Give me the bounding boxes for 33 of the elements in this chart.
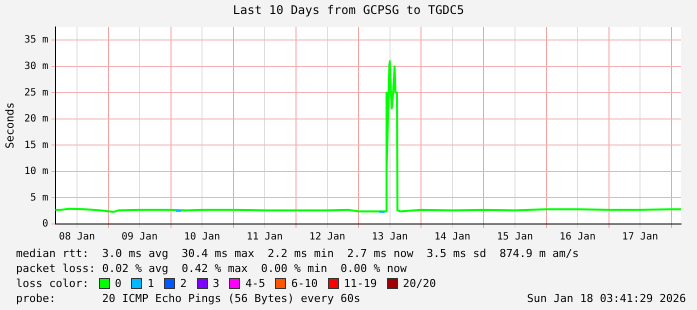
- text: Sun Jan 18 03:41:29 2026: [527, 291, 686, 306]
- text: probe: 20 ICMP Echo Pings (56 Bytes) every 60s: [16, 291, 360, 306]
- y-tick-label: 5 m: [30, 192, 48, 204]
- chart-title: Last 10 Days from GCPSG to TGDC5: [232, 3, 466, 17]
- y-axis-title: Seconds: [3, 102, 16, 149]
- y-tick-label: 0: [42, 218, 48, 230]
- legend-title: loss color:: [16, 277, 89, 290]
- legend-label: 2: [180, 276, 187, 291]
- legend-label: 20/20: [402, 276, 436, 291]
- y-tick-label: 30 m: [24, 60, 48, 72]
- legend-label: 4-5: [245, 276, 266, 291]
- y-tick-label: 20 m: [24, 114, 48, 125]
- text: median rtt: 3.0 ms avg 30.4 ms max 2.2 ms min 2.7 ms now 3.5 ms sd 874.9 m am/s: [16, 246, 580, 261]
- x-tick-label: 12 Jan: [309, 232, 346, 243]
- x-tick-label: 08 Jan: [58, 232, 96, 243]
- y-tick-label: 15 m: [24, 140, 48, 151]
- x-tick-label: 14 Jan: [434, 232, 470, 243]
- x-tick-label: 16 Jan: [559, 232, 596, 243]
- x-tick-label: 17 Jan: [622, 232, 658, 243]
- text: packet loss: 0.02 % avg 0.42 % max 0.00 % min 0.00 % now: [16, 261, 408, 276]
- y-tick-label: 35 m: [24, 34, 48, 46]
- legend-label: 3: [212, 276, 220, 291]
- x-tick-label: 11 Jan: [246, 232, 283, 243]
- x-tick-label: 13 Jan: [372, 232, 408, 243]
- x-tick-label: 09 Jan: [121, 232, 158, 243]
- x-tick-label: 15 Jan: [496, 232, 534, 243]
- y-tick-label: 25 m: [24, 87, 48, 98]
- legend-label: 1: [147, 276, 154, 291]
- legend-label: 0: [114, 276, 122, 291]
- y-tick-label: 10 m: [24, 166, 48, 178]
- x-tick-label: 10 Jan: [184, 232, 220, 243]
- legend-label: 11-19: [344, 276, 377, 291]
- legend-label: 6-10: [291, 276, 318, 291]
